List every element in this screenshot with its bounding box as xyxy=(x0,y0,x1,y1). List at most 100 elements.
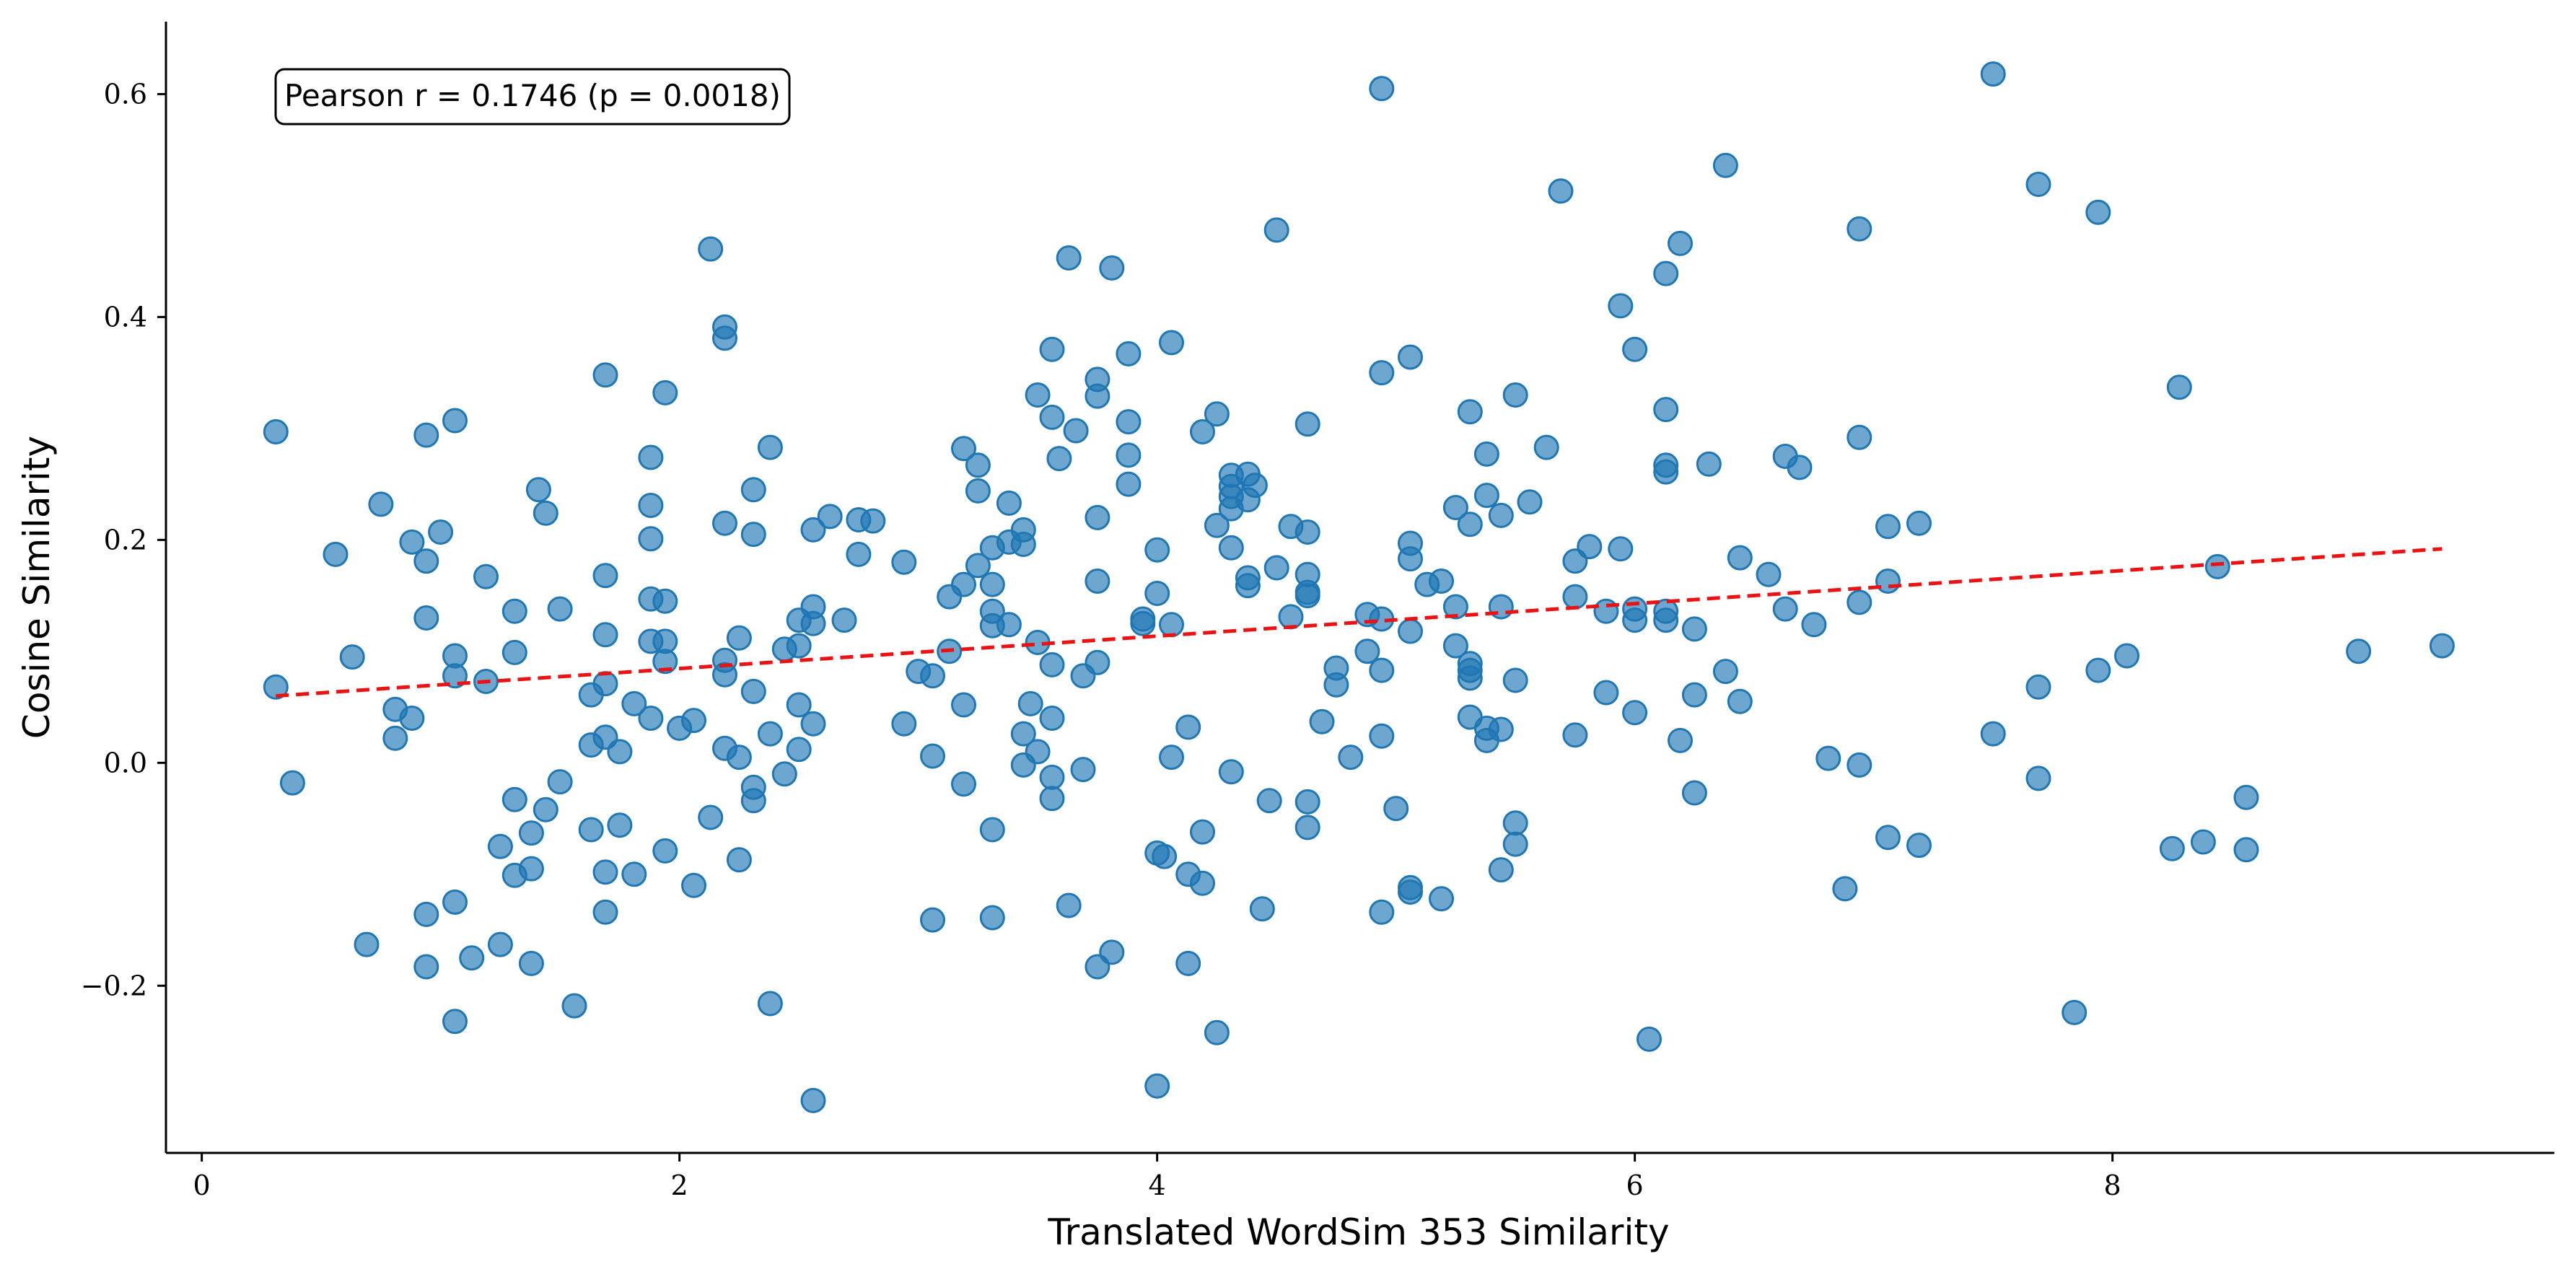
data-point xyxy=(592,899,618,925)
data-point xyxy=(1354,638,1380,664)
data-point xyxy=(1681,780,1707,806)
data-point xyxy=(652,838,678,864)
data-point xyxy=(1488,502,1514,528)
data-point xyxy=(487,931,513,957)
data-point xyxy=(501,639,527,665)
data-point xyxy=(2114,643,2139,669)
data-point xyxy=(279,770,305,796)
y-axis-title: Cosine Similarity xyxy=(16,436,58,739)
data-point xyxy=(2085,657,2111,683)
data-point xyxy=(951,571,976,597)
data-point xyxy=(1294,583,1320,609)
data-point xyxy=(996,612,1022,638)
data-point xyxy=(996,490,1022,516)
data-point xyxy=(1562,722,1588,748)
data-point xyxy=(920,743,945,769)
data-point xyxy=(487,833,513,859)
data-point xyxy=(979,571,1005,597)
data-point xyxy=(771,761,797,787)
x-tick-label: 0 xyxy=(193,1170,211,1201)
data-point xyxy=(638,526,664,552)
data-point xyxy=(399,706,425,731)
data-point xyxy=(1039,706,1065,731)
data-point xyxy=(860,508,886,534)
data-point xyxy=(2429,633,2455,659)
data-point xyxy=(1622,607,1648,633)
data-point xyxy=(698,236,724,262)
data-point xyxy=(1668,230,1693,256)
data-point xyxy=(800,610,826,636)
y-tick-label: −0.2 xyxy=(81,970,147,1001)
data-point xyxy=(442,1009,468,1035)
data-point xyxy=(399,529,425,555)
data-point xyxy=(1787,455,1813,480)
data-point xyxy=(1653,607,1679,633)
data-point xyxy=(951,436,976,462)
data-point xyxy=(800,711,826,737)
data-point xyxy=(1398,879,1423,905)
data-point xyxy=(1815,745,1841,771)
data-point xyxy=(652,379,678,405)
x-axis-title: Translated WordSim 353 Similarity xyxy=(1047,1211,1669,1253)
data-point xyxy=(413,548,439,574)
data-point xyxy=(1653,397,1679,423)
data-point xyxy=(1980,721,2006,747)
data-point xyxy=(891,549,917,575)
data-point xyxy=(1152,843,1178,869)
data-point xyxy=(2204,553,2230,579)
data-point xyxy=(592,671,618,697)
data-point xyxy=(1772,596,1798,622)
data-point xyxy=(979,817,1005,843)
data-point xyxy=(800,517,826,543)
data-point xyxy=(1398,546,1423,572)
data-point xyxy=(1473,483,1499,509)
data-point xyxy=(1442,594,1468,620)
data-point xyxy=(339,644,365,670)
data-point xyxy=(1712,659,1738,685)
data-point xyxy=(1017,690,1043,716)
data-point xyxy=(1457,665,1483,691)
data-point xyxy=(891,711,917,737)
data-point xyxy=(1369,360,1395,386)
data-point xyxy=(1457,512,1483,537)
x-tick-label: 6 xyxy=(1626,1170,1644,1201)
data-point xyxy=(621,690,647,716)
data-point xyxy=(2233,837,2259,863)
data-point xyxy=(1323,672,1349,698)
x-tick-label: 2 xyxy=(671,1170,688,1201)
points-layer xyxy=(263,61,2455,1113)
data-point xyxy=(1593,598,1619,624)
data-point xyxy=(817,504,843,530)
data-point xyxy=(1242,473,1268,499)
data-point xyxy=(965,553,991,579)
data-point xyxy=(979,905,1005,931)
data-point xyxy=(501,598,527,624)
data-point xyxy=(621,861,647,887)
x-tick-label: 8 xyxy=(2104,1170,2121,1201)
data-point xyxy=(757,991,783,1017)
data-point xyxy=(1116,409,1142,435)
data-point xyxy=(1398,618,1423,644)
data-point xyxy=(1429,886,1454,912)
data-point xyxy=(1063,418,1089,444)
data-point xyxy=(1429,569,1454,594)
data-point xyxy=(1278,604,1304,630)
data-point xyxy=(757,721,783,747)
data-point xyxy=(263,674,289,700)
data-point xyxy=(1369,657,1395,683)
y-ticks: −0.2 0.0 0.2 0.4 0.6 xyxy=(81,78,166,1001)
data-point xyxy=(1875,825,1901,851)
data-point xyxy=(726,847,752,873)
data-point xyxy=(1488,716,1514,742)
data-point xyxy=(2190,829,2216,855)
data-point xyxy=(681,872,706,898)
data-point xyxy=(1085,383,1110,409)
y-tick-label: 0.2 xyxy=(104,524,147,556)
data-point xyxy=(2062,999,2087,1025)
trend-line xyxy=(276,547,2443,698)
data-point xyxy=(1159,745,1184,771)
data-point xyxy=(638,444,664,470)
data-point xyxy=(473,563,499,589)
data-point xyxy=(1369,76,1395,102)
data-point xyxy=(757,434,783,460)
